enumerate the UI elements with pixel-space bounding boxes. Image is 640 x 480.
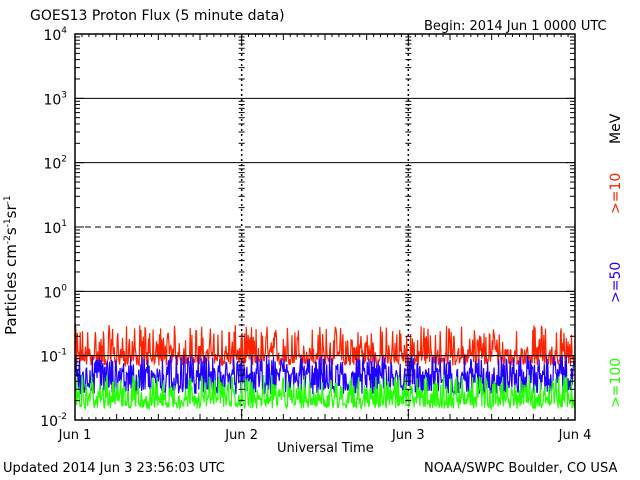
y-tick-label: 102 (43, 155, 67, 173)
label-layer: 10-2 10-1 100 101 102 103 104 Jun 1 Jun 2 Jun 3 Ju… (40, 26, 591, 443)
y-tick-label: 10-1 (40, 348, 67, 366)
x-tick-label: Jun 4 (558, 428, 592, 443)
series-line (74, 374, 575, 411)
series-line (74, 355, 575, 396)
legend-ge100: >=100 (608, 357, 624, 408)
chart-title: GOES13 Proton Flux (5 minute data) (30, 8, 285, 24)
begin-time: Begin: 2014 Jun 1 0000 UTC (424, 19, 607, 34)
y-tick-label: 104 (43, 26, 67, 44)
source-text: NOAA/SWPC Boulder, CO USA (424, 461, 618, 476)
y-tick-label: 10-2 (40, 412, 67, 430)
y-axis-label: Particles cm-2s-1sr-1 (2, 195, 20, 335)
legend-ge10: >=10 (608, 172, 624, 214)
x-tick-label: Jun 3 (391, 428, 425, 443)
x-axis-label: Universal Time (277, 441, 374, 456)
x-tick-label: Jun 1 (58, 428, 92, 443)
data-layer (74, 325, 575, 411)
y-tick-label: 103 (43, 90, 67, 108)
updated-text: Updated 2014 Jun 3 23:56:03 UTC (3, 461, 225, 476)
y-tick-label: 100 (43, 283, 67, 301)
x-tick-label: Jun 2 (224, 428, 258, 443)
legend-ge50: >=50 (608, 261, 624, 303)
tick-layer (74, 33, 576, 421)
legend-unit: MeV (608, 113, 624, 144)
y-tick-label: 101 (43, 219, 67, 237)
